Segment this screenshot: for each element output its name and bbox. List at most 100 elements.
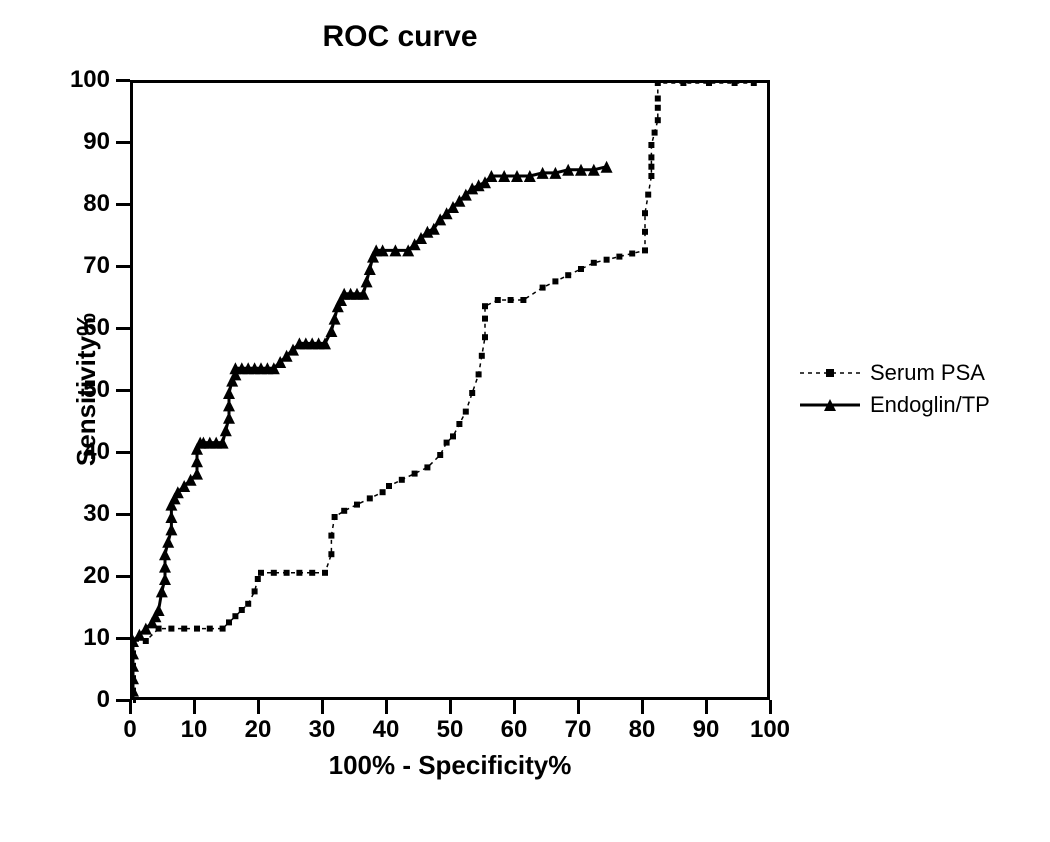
series-marker <box>399 477 405 483</box>
x-tick-label: 20 <box>245 716 272 744</box>
series-marker <box>191 455 203 467</box>
y-tick-mark <box>116 451 130 454</box>
series-marker <box>629 251 635 257</box>
series-marker <box>159 561 171 573</box>
x-tick-mark <box>257 700 260 714</box>
series-marker <box>223 399 235 411</box>
series-marker <box>325 325 337 337</box>
series-marker <box>133 660 139 672</box>
series-marker <box>463 409 469 415</box>
series-marker <box>482 334 488 340</box>
x-tick-mark <box>641 700 644 714</box>
series-marker <box>706 83 712 86</box>
x-tick-label: 90 <box>693 716 720 744</box>
series-marker <box>165 511 177 523</box>
series-marker <box>412 471 418 477</box>
y-tick-mark <box>116 699 130 702</box>
x-tick-mark <box>385 700 388 714</box>
y-tick-mark <box>116 327 130 330</box>
y-tick-mark <box>116 513 130 516</box>
series-marker <box>520 297 526 303</box>
series-line <box>133 167 607 703</box>
series-marker <box>469 390 475 396</box>
series-marker <box>648 154 654 160</box>
series-marker <box>159 548 171 560</box>
series-marker <box>168 626 174 632</box>
y-tick-label: 60 <box>83 314 110 342</box>
y-tick-label: 0 <box>97 686 110 714</box>
series-marker <box>604 257 610 263</box>
series-marker <box>495 297 501 303</box>
series-marker <box>645 192 651 198</box>
x-tick-label: 80 <box>629 716 656 744</box>
y-tick-label: 40 <box>83 438 110 466</box>
series-marker <box>153 604 165 616</box>
series-marker <box>223 387 235 399</box>
series-marker <box>680 83 686 86</box>
series-marker <box>479 353 485 359</box>
x-tick-mark <box>321 700 324 714</box>
series-marker <box>648 173 654 179</box>
series-marker <box>329 313 341 325</box>
x-tick-label: 70 <box>565 716 592 744</box>
series-marker <box>191 468 203 480</box>
series-marker <box>271 570 277 576</box>
series-marker <box>450 433 456 439</box>
series-marker <box>245 601 251 607</box>
series-marker <box>258 570 264 576</box>
series-marker <box>552 278 558 284</box>
series-marker <box>133 685 139 697</box>
series-marker <box>181 626 187 632</box>
series-marker <box>322 570 328 576</box>
plot-area <box>130 80 770 700</box>
series-marker <box>194 626 200 632</box>
x-tick-label: 10 <box>181 716 208 744</box>
x-tick-mark <box>513 700 516 714</box>
x-tick-label: 50 <box>437 716 464 744</box>
legend-swatch <box>800 395 860 415</box>
series-marker <box>648 142 654 148</box>
series-marker <box>159 573 171 585</box>
series-marker <box>508 297 514 303</box>
y-tick-mark <box>116 79 130 82</box>
legend: Serum PSA Endoglin/TP <box>800 360 990 424</box>
series-marker <box>328 533 334 539</box>
series-marker <box>424 464 430 470</box>
series-marker <box>133 647 139 659</box>
series-marker <box>386 483 392 489</box>
series-marker <box>162 536 174 548</box>
y-tick-label: 80 <box>83 190 110 218</box>
y-tick-mark <box>116 203 130 206</box>
series-marker <box>482 303 488 309</box>
series-marker <box>437 452 443 458</box>
series-marker <box>207 626 213 632</box>
series-marker <box>165 523 177 535</box>
legend-label: Serum PSA <box>870 360 985 386</box>
y-tick-label: 100 <box>70 66 110 94</box>
series-marker <box>444 440 450 446</box>
series-marker <box>642 210 648 216</box>
y-tick-mark <box>116 637 130 640</box>
series-marker <box>456 421 462 427</box>
x-tick-label: 60 <box>501 716 528 744</box>
x-tick-mark <box>129 700 132 714</box>
series-marker <box>655 96 661 102</box>
series-marker <box>354 502 360 508</box>
series-marker <box>482 316 488 322</box>
x-tick-mark <box>449 700 452 714</box>
series-marker <box>361 275 373 287</box>
y-tick-label: 10 <box>83 624 110 652</box>
legend-label: Endoglin/TP <box>870 392 990 418</box>
y-tick-mark <box>116 265 130 268</box>
y-tick-label: 20 <box>83 562 110 590</box>
series-marker <box>655 83 661 86</box>
x-axis-label: 100% - Specificity% <box>130 750 770 781</box>
series-marker <box>328 551 334 557</box>
series-marker <box>540 285 546 291</box>
legend-item: Endoglin/TP <box>800 392 990 418</box>
legend-swatch <box>800 363 860 383</box>
series-marker <box>220 626 226 632</box>
y-tick-mark <box>116 389 130 392</box>
legend-item: Serum PSA <box>800 360 990 386</box>
y-tick-mark <box>116 141 130 144</box>
